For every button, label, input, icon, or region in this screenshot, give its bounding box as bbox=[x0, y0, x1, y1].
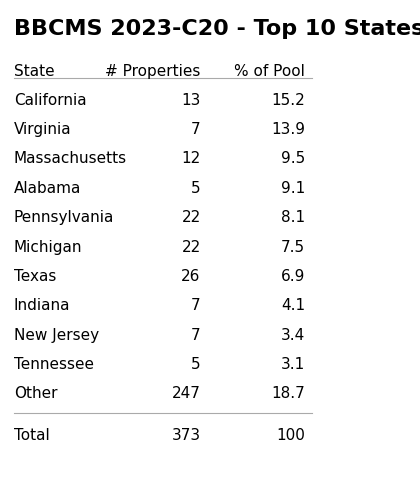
Text: 3.1: 3.1 bbox=[281, 357, 305, 372]
Text: 7: 7 bbox=[191, 299, 201, 313]
Text: 7: 7 bbox=[191, 122, 201, 137]
Text: Tennessee: Tennessee bbox=[14, 357, 94, 372]
Text: Michigan: Michigan bbox=[14, 240, 82, 255]
Text: Total: Total bbox=[14, 428, 50, 443]
Text: Virginia: Virginia bbox=[14, 122, 71, 137]
Text: 4.1: 4.1 bbox=[281, 299, 305, 313]
Text: BBCMS 2023-C20 - Top 10 States: BBCMS 2023-C20 - Top 10 States bbox=[14, 19, 420, 38]
Text: 373: 373 bbox=[172, 428, 201, 443]
Text: Massachusetts: Massachusetts bbox=[14, 151, 127, 167]
Text: Alabama: Alabama bbox=[14, 181, 81, 196]
Text: 5: 5 bbox=[191, 181, 201, 196]
Text: 6.9: 6.9 bbox=[281, 269, 305, 284]
Text: Pennsylvania: Pennsylvania bbox=[14, 210, 114, 225]
Text: # Properties: # Properties bbox=[105, 64, 201, 79]
Text: 9.5: 9.5 bbox=[281, 151, 305, 167]
Text: 7: 7 bbox=[191, 328, 201, 343]
Text: 15.2: 15.2 bbox=[272, 93, 305, 108]
Text: Texas: Texas bbox=[14, 269, 56, 284]
Text: 18.7: 18.7 bbox=[272, 387, 305, 401]
Text: 26: 26 bbox=[181, 269, 201, 284]
Text: Other: Other bbox=[14, 387, 57, 401]
Text: California: California bbox=[14, 93, 86, 108]
Text: 3.4: 3.4 bbox=[281, 328, 305, 343]
Text: 8.1: 8.1 bbox=[281, 210, 305, 225]
Text: 13: 13 bbox=[181, 93, 201, 108]
Text: 100: 100 bbox=[276, 428, 305, 443]
Text: 22: 22 bbox=[181, 210, 201, 225]
Text: New Jersey: New Jersey bbox=[14, 328, 99, 343]
Text: 22: 22 bbox=[181, 240, 201, 255]
Text: % of Pool: % of Pool bbox=[234, 64, 305, 79]
Text: 9.1: 9.1 bbox=[281, 181, 305, 196]
Text: State: State bbox=[14, 64, 54, 79]
Text: 5: 5 bbox=[191, 357, 201, 372]
Text: Indiana: Indiana bbox=[14, 299, 70, 313]
Text: 12: 12 bbox=[181, 151, 201, 167]
Text: 7.5: 7.5 bbox=[281, 240, 305, 255]
Text: 247: 247 bbox=[172, 387, 201, 401]
Text: 13.9: 13.9 bbox=[271, 122, 305, 137]
